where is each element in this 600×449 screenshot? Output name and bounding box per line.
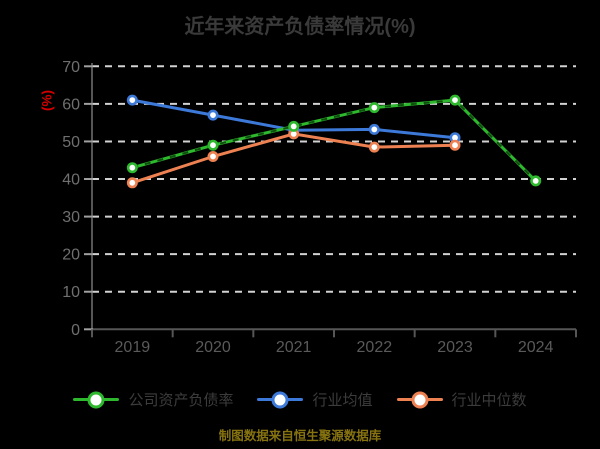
series-marker-company-debt-ratio-5: [530, 175, 542, 187]
x-tick-label-2024: 2024: [518, 339, 554, 356]
y-tick-label-10: 10: [62, 284, 80, 301]
y-tick-label-20: 20: [62, 247, 80, 264]
series-marker-industry-mean-0: [126, 94, 138, 106]
series-marker-industry-median-1: [207, 151, 219, 163]
series-marker-industry-mean-3: [368, 123, 380, 135]
x-tick-label-2022: 2022: [357, 339, 393, 356]
y-tick-label-50: 50: [62, 134, 80, 151]
legend-label-industry-mean: 行业均值: [312, 392, 373, 409]
series-marker-company-debt-ratio-3: [368, 102, 380, 114]
series-marker-industry-median-3: [368, 141, 380, 153]
y-tick-label-70: 70: [62, 59, 80, 76]
series-marker-company-debt-ratio-1: [207, 139, 219, 151]
series-marker-industry-median-0: [126, 177, 138, 189]
y-tick-label-30: 30: [62, 209, 80, 226]
legend-marker-dot-industry-median: [411, 391, 428, 408]
legend-label-company-debt-ratio: 公司资产负债率: [128, 392, 234, 409]
y-tick-label-60: 60: [62, 96, 80, 113]
legend-marker-line-industry-mean: [257, 391, 304, 408]
x-tick-label-2021: 2021: [276, 339, 312, 356]
x-tick-label-2023: 2023: [437, 339, 473, 356]
series-line-dash-overlay-company-debt-ratio: [132, 99, 537, 182]
series-marker-industry-mean-1: [207, 109, 219, 121]
series-marker-company-debt-ratio-2: [288, 120, 300, 132]
legend-marker-dot-industry-mean: [271, 391, 289, 408]
legend-marker-line-company-debt-ratio: [73, 391, 120, 408]
y-tick-label-40: 40: [62, 172, 80, 189]
legend-item-company-debt-ratio: 公司资产负债率: [73, 389, 233, 410]
legend: 公司资产负债率 行业均值 行业中位数: [0, 389, 600, 410]
series-marker-company-debt-ratio-4: [449, 94, 461, 106]
x-tick-label-2020: 2020: [195, 339, 231, 356]
legend-marker-line-industry-median: [396, 391, 443, 408]
series-marker-company-debt-ratio-0: [126, 162, 138, 174]
chart-title: 近年来资产负债率情况(%): [184, 16, 416, 38]
series-marker-industry-median-4: [449, 139, 461, 151]
legend-item-industry-median: 行业中位数: [396, 389, 527, 410]
legend-marker-dot-company-debt-ratio: [87, 391, 105, 408]
legend-label-industry-median: 行业中位数: [451, 392, 527, 409]
y-tick-label-0: 0: [71, 322, 80, 339]
data-source-caption: 制图数据来自恒生聚源数据库: [218, 429, 382, 443]
x-tick-label-2019: 2019: [115, 339, 151, 356]
legend-item-industry-mean: 行业均值: [257, 389, 373, 410]
